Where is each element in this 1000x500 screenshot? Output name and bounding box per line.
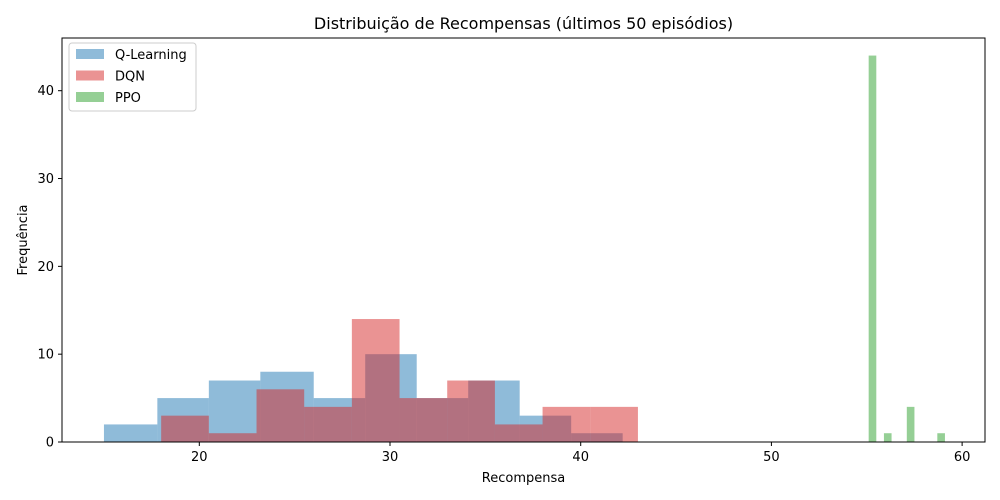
legend-label-ppo: PPO <box>115 91 141 106</box>
bar-dqn-1 <box>208 433 257 442</box>
legend-label-q-learning: Q-Learning <box>115 48 187 63</box>
legend: Q-Learning DQN PPO <box>68 42 197 112</box>
y-axis-ticks: 0 10 20 30 40 <box>37 84 62 451</box>
bars-group <box>103 55 945 442</box>
bar-dqn-3 <box>304 406 352 442</box>
y-tick-label: 0 <box>46 436 54 451</box>
bar-ppo-5 <box>906 406 915 442</box>
bar-dqn-0 <box>161 415 209 442</box>
x-axis-label: Recompensa <box>482 471 565 486</box>
legend-label-dqn: DQN <box>115 70 145 85</box>
y-axis-label: Frequência <box>16 204 31 275</box>
y-tick-label: 30 <box>37 172 54 187</box>
bar-q-learning-2 <box>208 380 261 442</box>
bar-q-learning-0 <box>103 424 158 442</box>
x-tick-label: 40 <box>572 450 589 465</box>
x-tick-label: 60 <box>954 450 971 465</box>
bar-dqn-7 <box>494 424 543 442</box>
legend-swatch-q-learning <box>76 49 104 59</box>
x-tick-label: 30 <box>382 450 399 465</box>
bar-dqn-9 <box>590 406 638 442</box>
legend-swatch-ppo <box>76 92 104 102</box>
bar-dqn-6 <box>447 380 495 442</box>
bar-ppo-2 <box>883 433 892 442</box>
legend-swatch-dqn <box>76 70 104 81</box>
bar-dqn-4 <box>351 319 400 442</box>
bar-dqn-2 <box>256 389 305 442</box>
chart-title: Distribuição de Recompensas (últimos 50 … <box>314 14 733 33</box>
bar-ppo-9 <box>937 433 945 442</box>
bar-dqn-8 <box>542 406 591 442</box>
plot-frame <box>61 37 986 443</box>
bar-ppo-0 <box>868 55 877 442</box>
x-axis-ticks: 20 30 40 50 60 <box>191 442 970 465</box>
x-tick-label: 20 <box>191 450 208 465</box>
bar-dqn-5 <box>399 398 448 442</box>
y-tick-label: 20 <box>37 260 54 275</box>
y-tick-label: 10 <box>37 348 54 363</box>
y-tick-label: 40 <box>37 84 54 99</box>
x-tick-label: 50 <box>763 450 780 465</box>
